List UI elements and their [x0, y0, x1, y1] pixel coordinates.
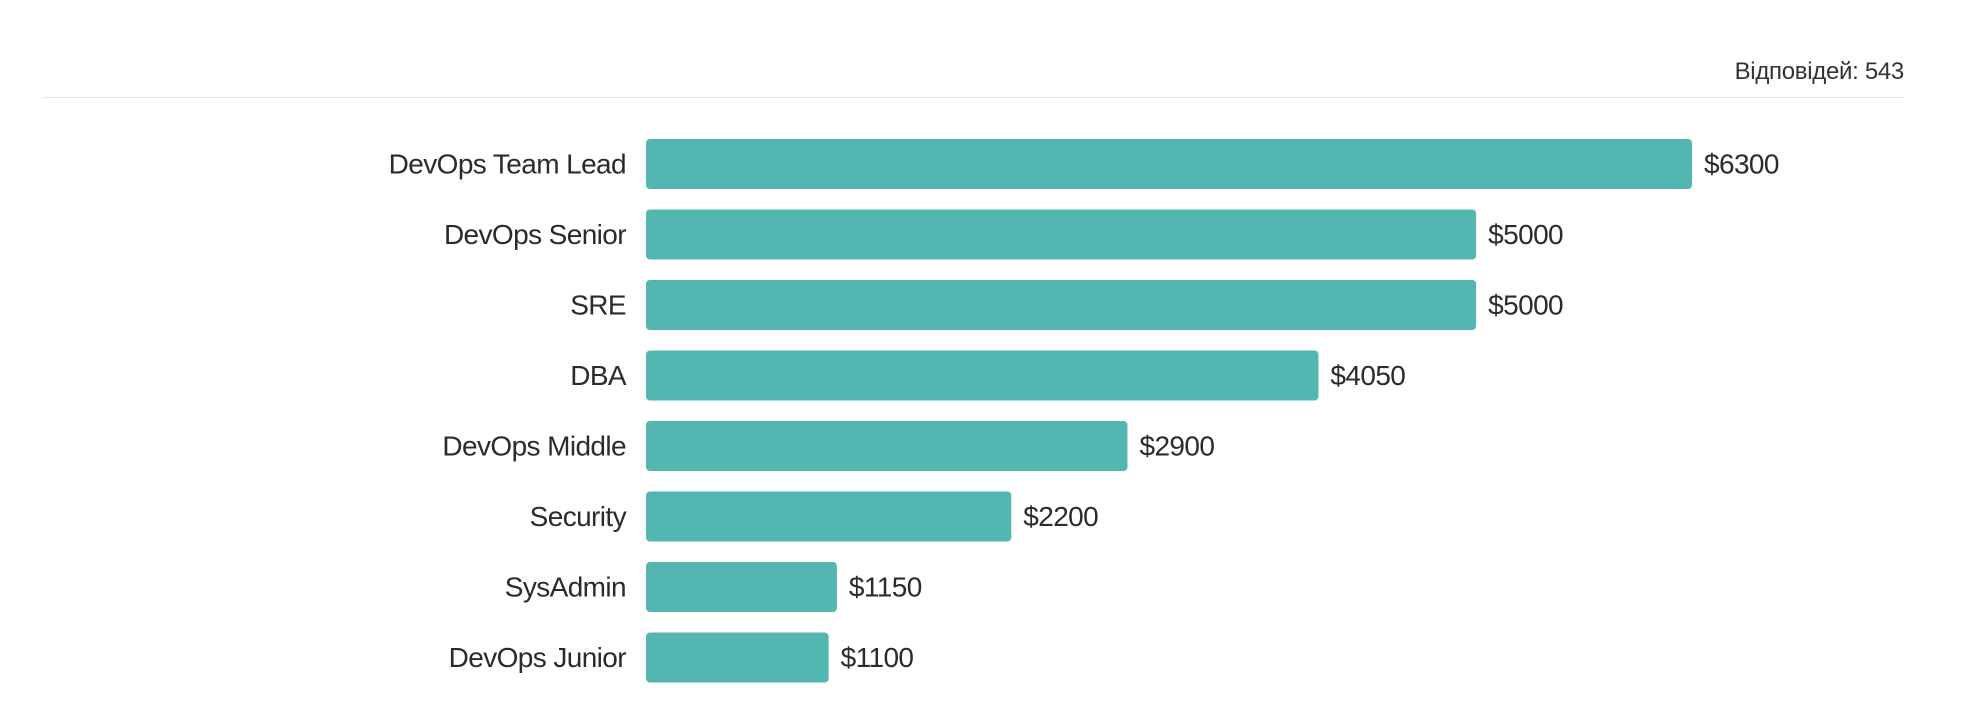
category-label: Security [530, 501, 627, 532]
value-label: $2200 [1023, 501, 1098, 532]
bar [646, 632, 829, 683]
category-label: SRE [570, 290, 626, 321]
value-label: $1100 [841, 642, 914, 673]
bar [646, 350, 1319, 401]
responses-count: Відповідей: 543 [1734, 58, 1905, 85]
value-label: $4050 [1330, 360, 1405, 391]
category-label: DevOps Middle [442, 431, 626, 462]
bar [646, 491, 1012, 542]
value-label: $1150 [849, 572, 922, 603]
category-label: DBA [570, 360, 627, 391]
value-label: $2900 [1139, 431, 1214, 462]
bar [646, 280, 1477, 330]
category-label: DevOps Junior [449, 642, 627, 673]
bar [646, 139, 1692, 189]
category-label: DevOps Team Lead [389, 149, 626, 180]
bar [646, 421, 1128, 471]
category-label: SysAdmin [505, 572, 626, 603]
value-label: $6300 [1704, 149, 1779, 180]
category-label: DevOps Senior [444, 219, 626, 250]
value-label: $5000 [1488, 219, 1563, 250]
value-label: $5000 [1488, 290, 1563, 321]
bar [646, 562, 837, 612]
divider [42, 97, 1904, 98]
bar [646, 209, 1477, 260]
